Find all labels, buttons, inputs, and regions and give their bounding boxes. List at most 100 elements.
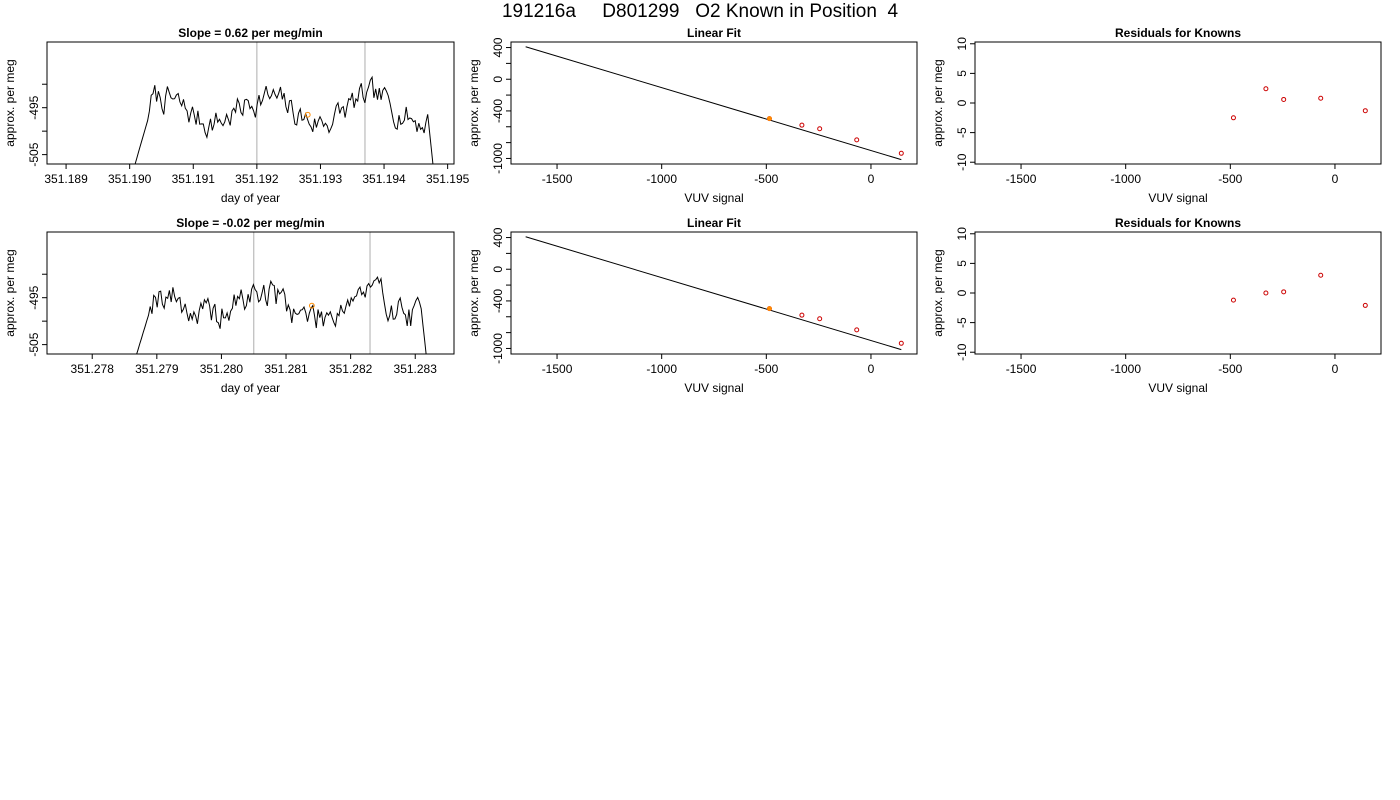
x-tick-label: 351.282 [329, 362, 373, 376]
x-axis-label: day of year [221, 191, 280, 205]
x-tick-label: 351.190 [108, 172, 152, 186]
y-axis-label: approx. per meg [931, 59, 945, 146]
x-tick-label: -1000 [646, 362, 677, 376]
plot-frame [46, 231, 455, 355]
panel-title: Slope = -0.02 per meg/min [176, 216, 324, 230]
plot-frame [510, 231, 918, 355]
y-tick-label: -1000 [491, 333, 505, 364]
highlight-point [767, 116, 772, 122]
x-tick-label: -1500 [1006, 362, 1037, 376]
panel-6: Residuals for Knowns -1500 -1000 -500 0 VUV s… [931, 216, 1382, 395]
x-tick-label: -500 [1218, 362, 1242, 376]
data-point [1318, 272, 1324, 278]
data-point [1230, 297, 1236, 303]
x-tick-label: 351.194 [362, 172, 406, 186]
data-point [1318, 95, 1324, 101]
plot-content [525, 46, 904, 161]
x-tick-label: -500 [1218, 172, 1242, 186]
y-tick-label: -10 [955, 153, 969, 171]
y-tick-label: -505 [27, 332, 41, 356]
x-tick-label: -1500 [542, 362, 573, 376]
x-tick-label: -1000 [1110, 172, 1141, 186]
y-tick-label: -400 [491, 99, 505, 123]
panel-title: Linear Fit [687, 216, 741, 230]
fit-line [525, 236, 902, 351]
highlight-point [767, 306, 772, 312]
data-point [854, 137, 860, 143]
x-tick-label: 351.280 [200, 362, 244, 376]
x-tick-label: 351.193 [299, 172, 343, 186]
y-tick-label: -10 [955, 343, 969, 361]
plot-frame [974, 41, 1382, 165]
plot-content [136, 232, 427, 354]
y-tick-label: -5 [955, 127, 969, 138]
y-tick-label: -495 [27, 95, 41, 119]
x-tick-label: 351.281 [264, 362, 308, 376]
x-tick-label: -1000 [646, 172, 677, 186]
x-axis-label: VUV signal [1148, 381, 1207, 395]
page-title: 191216a D801299 O2 Known in Position 4 [501, 1, 899, 22]
panel-1: Slope = 0.62 per meg/min 351.189 351.190 35… [3, 26, 470, 205]
panel-title: Residuals for Knowns [1115, 26, 1241, 40]
panel-title: Slope = 0.62 per meg/min [178, 26, 322, 40]
y-tick-label: 0 [955, 289, 969, 296]
panel-title: Linear Fit [687, 26, 741, 40]
panel-title: Residuals for Knowns [1115, 216, 1241, 230]
x-tick-label: 0 [1332, 362, 1339, 376]
data-point [817, 316, 823, 322]
x-tick-label: 0 [868, 362, 875, 376]
x-tick-label: 351.189 [44, 172, 88, 186]
y-tick-label: 0 [955, 99, 969, 106]
highlight-point [304, 111, 311, 118]
y-tick-label: 400 [491, 227, 505, 247]
y-tick-label: -1000 [491, 143, 505, 174]
x-tick-label: -500 [754, 362, 778, 376]
y-tick-label: 10 [955, 227, 969, 241]
y-axis-label: approx. per meg [3, 59, 17, 146]
x-tick-label: 0 [1332, 172, 1339, 186]
y-axis-label: approx. per meg [467, 59, 481, 146]
x-tick-label: -500 [754, 172, 778, 186]
x-axis-label: day of year [221, 381, 280, 395]
data-point [817, 126, 823, 132]
plot-frame [46, 41, 455, 165]
plot-content [1230, 86, 1368, 121]
panel-3: Residuals for Knowns -1500 -1000 -500 0 VUV s… [931, 26, 1382, 205]
data-series-line [134, 75, 434, 164]
x-tick-label: 351.195 [426, 172, 470, 186]
y-tick-label: 0 [491, 266, 505, 273]
plot-frame [974, 231, 1382, 355]
data-point [799, 122, 805, 128]
data-point [1263, 290, 1269, 296]
y-tick-label: 0 [491, 76, 505, 83]
x-tick-label: -1500 [1006, 172, 1037, 186]
y-tick-label: 10 [955, 37, 969, 51]
plot-frame [510, 41, 918, 165]
plot-content [134, 42, 434, 164]
y-tick-label: -400 [491, 289, 505, 313]
data-point [1230, 115, 1236, 121]
fit-line [525, 46, 902, 161]
y-tick-label: -495 [27, 285, 41, 309]
x-tick-label: 351.191 [172, 172, 216, 186]
x-tick-label: 351.279 [135, 362, 179, 376]
y-tick-label: -505 [27, 142, 41, 166]
plot-content [525, 236, 904, 351]
y-axis-label: approx. per meg [931, 249, 945, 336]
x-tick-label: 351.278 [71, 362, 115, 376]
x-tick-label: -1500 [542, 172, 573, 186]
x-axis-label: VUV signal [1148, 191, 1207, 205]
x-axis-label: VUV signal [684, 381, 743, 395]
data-point [854, 327, 860, 333]
plot-content [1230, 272, 1368, 308]
y-axis-label: approx. per meg [467, 249, 481, 336]
x-tick-label: -1000 [1110, 362, 1141, 376]
data-point [1281, 96, 1287, 102]
y-axis-label: approx. per meg [3, 249, 17, 336]
y-tick-label: -5 [955, 317, 969, 328]
data-point [1263, 86, 1269, 92]
panel-5: Linear Fit -1500 -1000 -500 0 VUV signal 400 0 -… [467, 216, 918, 395]
y-tick-label: 5 [955, 70, 969, 77]
x-tick-label: 351.192 [235, 172, 279, 186]
